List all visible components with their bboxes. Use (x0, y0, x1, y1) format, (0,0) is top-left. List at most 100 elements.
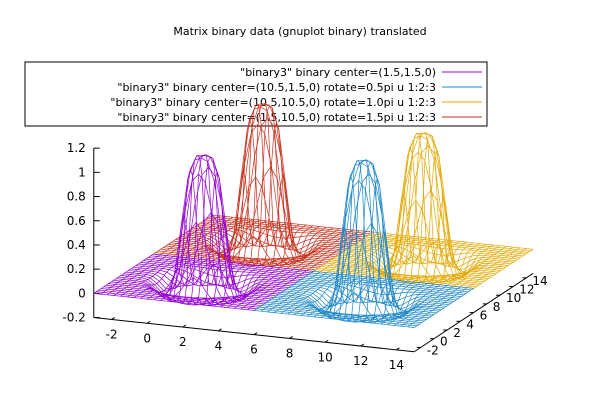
z-tick-label: 0.8 (67, 190, 86, 204)
surface-gridline (145, 258, 307, 277)
z-tick-label: 0.2 (67, 262, 86, 276)
surface-series-0 (93, 154, 314, 311)
surface-gridline (293, 279, 454, 310)
x-tick-label: 4 (215, 339, 223, 353)
x-tick-label: 0 (143, 331, 151, 345)
surface-gridline (291, 222, 452, 312)
y-tick-label: 12 (519, 283, 534, 297)
surface-gridline (202, 221, 363, 240)
surface-gridline (143, 260, 304, 279)
z-tick-label: 0.6 (67, 214, 86, 228)
x-tick (218, 328, 222, 332)
surface-series-1 (253, 159, 474, 328)
y-tick-label: 14 (532, 274, 547, 288)
surface-gridline (367, 235, 529, 253)
z-axis: -0.2 0 0.2 0.4 0.6 0.8 1 1.2 (62, 141, 100, 325)
surface-gridline (303, 277, 464, 296)
surface-gridline (357, 241, 519, 264)
surface-gridline (190, 166, 351, 256)
x-tick (396, 347, 400, 351)
surface-gridline (372, 231, 534, 250)
x-tick-label: 12 (353, 354, 368, 368)
legend-label-2: "binary3" binary center=(10.5,10.5,0) ro… (110, 96, 436, 109)
z-tick-label: 1.2 (67, 141, 86, 155)
legend: "binary3" binary center=(1.5,1.5,0) "bin… (24, 61, 488, 127)
surface-gridline (308, 274, 469, 293)
y-tick-label: -2 (427, 343, 439, 357)
surface-gridline (96, 291, 257, 310)
y-tick-label: 2 (453, 326, 461, 340)
surface-gridline (200, 222, 361, 241)
y-tick-label: 4 (466, 317, 474, 331)
y-tick-label: 6 (480, 309, 488, 323)
legend-label-0: "binary3" binary center=(1.5,1.5,0) (240, 66, 436, 79)
x-tick-label: 8 (286, 346, 294, 360)
x-tick (253, 332, 258, 336)
x-tick (360, 343, 365, 347)
legend-entry-0: "binary3" binary center=(1.5,1.5,0) (240, 66, 482, 79)
legend-label-1: "binary3" binary center=(10.5,1.5,0) rot… (117, 81, 436, 94)
legend-label-3: "binary3" binary center=(1.5,10.5,0) rot… (117, 111, 436, 124)
surface-gridline (305, 275, 467, 294)
surface-gridline (370, 233, 531, 252)
x-tick-label: 2 (179, 335, 187, 349)
surface-gridline (261, 305, 422, 324)
z-tick-label: 0.4 (67, 238, 86, 252)
x-tick (146, 320, 151, 324)
surface-gridline (111, 281, 272, 306)
surface-gridline (125, 154, 287, 298)
surface-gridline (150, 255, 311, 274)
legend-entry-2: "binary3" binary center=(10.5,10.5,0) ro… (110, 96, 482, 109)
surface-gridline (365, 236, 526, 255)
surface-gridline (352, 242, 514, 271)
x-tick-label: 14 (389, 358, 404, 372)
surface-series-3 (153, 103, 373, 272)
surface-gridline (187, 117, 349, 257)
y-tick-label: 0 (440, 335, 448, 349)
x-tick-label: 6 (250, 343, 258, 357)
surface-gridline (140, 262, 302, 280)
surface-gridline (256, 308, 417, 327)
surface-gridline (155, 252, 316, 271)
surface-gridline (212, 214, 373, 233)
z-tick-label: -0.2 (62, 311, 85, 325)
y-tick-label: 10 (506, 291, 521, 305)
x-tick (289, 336, 293, 339)
surface-gridline (350, 189, 511, 273)
x-tick (111, 317, 115, 320)
z-tick-label: 0 (78, 286, 86, 300)
surface-gridline (362, 238, 524, 257)
x-tick-label: 10 (318, 350, 333, 364)
surface-gridline (170, 242, 331, 267)
y-tick-label: 8 (493, 300, 501, 314)
surface-gridline (348, 144, 509, 274)
legend-entry-1: "binary3" binary center=(10.5,1.5,0) rot… (117, 81, 482, 94)
x-axis: -2 0 2 4 6 8 10 12 14 (93, 317, 415, 372)
surface-gridline (207, 217, 368, 236)
surface-gridline (182, 103, 344, 261)
z-tick-label: 1 (78, 165, 86, 179)
surface-gridline (148, 257, 309, 275)
surface-gridline (288, 173, 449, 313)
surface-gridline (130, 211, 292, 295)
surface-gridline (313, 270, 474, 289)
x-tick (182, 324, 187, 328)
surface-gridline (298, 280, 459, 303)
chart-title: Matrix binary data (gnuplot binary) tran… (173, 25, 426, 38)
surface-gridline (300, 279, 462, 297)
x-tick (324, 339, 329, 343)
surface-gridline (271, 298, 432, 324)
surface-gridline (153, 253, 314, 272)
surface-gridline (310, 272, 472, 291)
surface-gridline (128, 166, 289, 296)
surface-gridline (205, 219, 366, 238)
x-tick-label: -2 (106, 327, 118, 341)
surface-gridline (286, 159, 447, 315)
surface-gridline (101, 288, 262, 306)
surface-gridline (138, 263, 299, 286)
legend-entry-3: "binary3" binary center=(1.5,10.5,0) rot… (117, 111, 482, 124)
surface-plots (93, 103, 534, 328)
